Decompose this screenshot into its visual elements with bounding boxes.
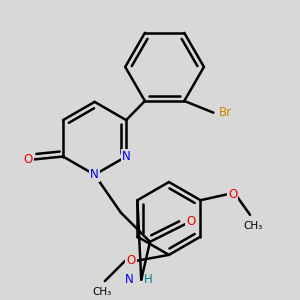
Text: Br: Br	[218, 106, 232, 119]
Text: CH₃: CH₃	[243, 220, 262, 231]
Text: CH₃: CH₃	[92, 287, 112, 297]
Text: O: O	[228, 188, 237, 201]
Text: O: O	[126, 254, 136, 267]
Text: N: N	[90, 168, 99, 181]
Text: O: O	[23, 153, 33, 166]
Text: O: O	[186, 215, 195, 228]
Text: N: N	[122, 150, 130, 163]
Text: N: N	[125, 273, 134, 286]
Text: H: H	[144, 273, 153, 286]
